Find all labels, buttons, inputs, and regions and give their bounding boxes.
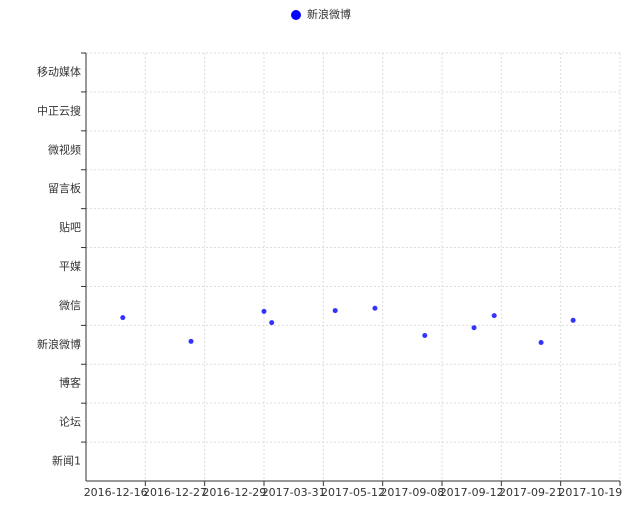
x-tick-label: 2017-03-31 — [262, 486, 326, 499]
x-tick-label: 2016-12-16 — [84, 486, 148, 499]
y-tick-label: 微信 — [59, 298, 81, 312]
point — [261, 308, 267, 314]
y-tick-label: 论坛 — [59, 415, 81, 429]
point — [372, 305, 378, 311]
legend-marker — [291, 10, 301, 20]
x-tick-label: 2017-09-12 — [440, 486, 504, 499]
point — [422, 332, 428, 338]
point — [538, 339, 544, 345]
legend-label: 新浪微博 — [307, 7, 351, 21]
y-tick-label: 新浪微博 — [37, 337, 81, 351]
y-tick-label: 平媒 — [59, 260, 81, 273]
x-tick-label: 2017-10-19 — [558, 486, 622, 499]
x-tick-label: 2017-09-21 — [499, 486, 563, 499]
point — [269, 320, 275, 326]
y-tick-label: 微视频 — [48, 142, 81, 156]
x-tick-label: 2017-09-08 — [380, 486, 444, 499]
y-tick-label: 博客 — [59, 376, 81, 390]
point — [471, 325, 477, 331]
point — [491, 313, 497, 319]
x-tick-label: 2016-12-27 — [143, 486, 207, 499]
point — [120, 315, 126, 321]
y-tick-label: 移动媒体 — [37, 64, 81, 78]
x-tick-label: 2016-12-29 — [202, 486, 266, 499]
point — [570, 317, 576, 323]
y-tick-label: 留言板 — [48, 181, 81, 195]
y-tick-label: 中正云搜 — [37, 103, 81, 117]
point — [188, 338, 194, 344]
point — [332, 308, 338, 314]
y-tick-label: 贴吧 — [59, 220, 81, 234]
x-tick-label: 2017-05-12 — [321, 486, 385, 499]
y-tick-label: 新闻1 — [52, 454, 81, 468]
